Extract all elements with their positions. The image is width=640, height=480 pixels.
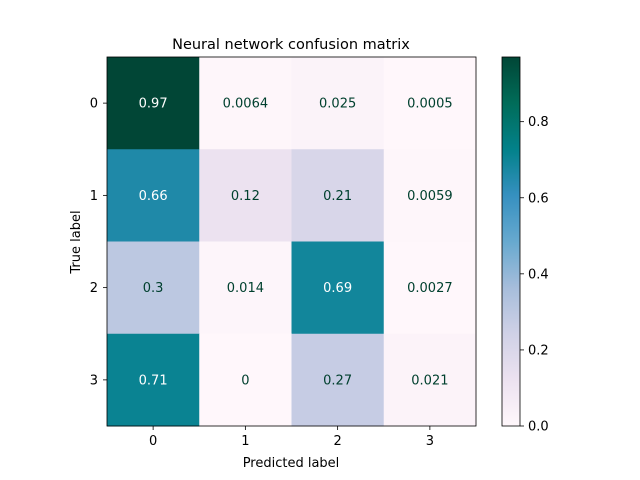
cell-value-label: 0.27 [323, 373, 352, 388]
heatmap-cell [199, 333, 292, 427]
cell-value-label: 0.3 [143, 281, 164, 296]
x-tick-label: 3 [426, 434, 434, 449]
heatmap-cells [107, 57, 477, 427]
y-axis-label: True label [69, 210, 84, 274]
cell-value-label: 0.0027 [407, 281, 453, 296]
heatmap-cell-labels: 0.97 0.0064 0.025 0.0005 0.66 0.12 0.21 0.0059 0… [139, 97, 453, 389]
heatmap-cell [291, 333, 385, 427]
heatmap-cell [107, 241, 200, 335]
heatmap-cell [291, 241, 385, 335]
heatmap-cell [107, 149, 200, 242]
cell-value-label: 0.0064 [223, 97, 269, 112]
cell-value-label: 0.025 [319, 97, 356, 112]
cell-value-label: 0 [241, 373, 249, 388]
x-axis-ticks: 0 1 2 3 [149, 426, 434, 449]
colorbar [501, 56, 521, 427]
cell-value-label: 0.69 [323, 281, 352, 296]
cell-value-label: 0.97 [139, 97, 168, 112]
cell-value-label: 0.21 [323, 189, 352, 204]
heatmap-cell [383, 241, 477, 335]
y-tick-label: 0 [90, 97, 98, 112]
plot-frame [106, 56, 477, 427]
colorbar-tick-label: 0.4 [528, 267, 549, 282]
y-axis-ticks: 0 1 2 3 [90, 97, 107, 388]
colorbar-tick-label: 0.2 [528, 343, 549, 358]
heatmap-cell [107, 333, 200, 427]
heatmap-cell [291, 149, 385, 242]
x-tick-label: 2 [333, 434, 341, 449]
heatmap-cell [383, 333, 477, 427]
x-tick-label: 0 [149, 434, 157, 449]
cell-value-label: 0.66 [139, 189, 168, 204]
heatmap-cell [199, 241, 292, 335]
colorbar-tick-label: 0.8 [528, 115, 549, 130]
x-tick-label: 1 [241, 434, 249, 449]
colorbar-tick-label: 0.6 [528, 191, 549, 206]
chart-title: Neural network confusion matrix [172, 37, 410, 53]
colorbar-ticks: 0.0 0.2 0.4 0.6 0.8 [520, 115, 549, 435]
heatmap-cell [383, 149, 477, 242]
y-tick-label: 3 [90, 373, 98, 388]
colorbar-tick-label: 0.0 [528, 420, 549, 435]
heatmap-cell [199, 149, 292, 242]
cell-value-label: 0.0005 [407, 97, 453, 112]
y-tick-label: 1 [90, 189, 98, 204]
x-axis-label: Predicted label [243, 456, 340, 471]
heatmap-cell [199, 57, 292, 150]
heatmap-cell [383, 57, 477, 150]
y-tick-label: 2 [90, 281, 98, 296]
heatmap-cell [291, 57, 385, 150]
cell-value-label: 0.0059 [407, 189, 453, 204]
cell-value-label: 0.021 [411, 373, 448, 388]
heatmap-cell [107, 57, 200, 150]
cell-value-label: 0.014 [227, 281, 264, 296]
cell-value-label: 0.71 [139, 373, 168, 388]
cell-value-label: 0.12 [231, 189, 260, 204]
